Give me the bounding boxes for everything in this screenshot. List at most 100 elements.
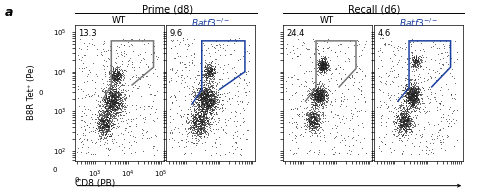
Point (413, 99, 420, 102)
Point (310, 122, 318, 125)
Point (289, 108, 297, 111)
Point (204, 88, 211, 91)
Point (110, 114, 118, 117)
Point (113, 101, 121, 104)
Point (228, 66, 235, 69)
Point (103, 122, 110, 125)
Point (196, 94, 204, 97)
Point (105, 106, 113, 109)
Point (107, 93, 115, 96)
Point (99, 112, 107, 115)
Point (308, 76, 315, 79)
Point (206, 108, 214, 111)
Point (398, 128, 406, 131)
Point (414, 61, 421, 64)
Point (314, 93, 322, 96)
Point (152, 55, 160, 58)
Point (308, 123, 315, 126)
Point (115, 103, 123, 107)
Point (397, 126, 405, 129)
Point (326, 103, 334, 106)
Point (212, 112, 220, 115)
Point (110, 78, 118, 81)
Point (202, 96, 210, 100)
Point (205, 70, 213, 73)
Point (410, 57, 418, 60)
Point (324, 87, 331, 90)
Point (205, 116, 213, 119)
Point (425, 97, 433, 101)
Point (403, 90, 410, 93)
Point (412, 58, 420, 61)
Point (405, 119, 412, 122)
Point (84, 79, 91, 82)
Point (205, 92, 213, 95)
Point (410, 90, 418, 93)
Point (213, 105, 220, 108)
Point (302, 124, 310, 127)
Point (348, 127, 356, 130)
Point (303, 121, 311, 124)
Point (189, 86, 197, 89)
Point (109, 101, 117, 104)
Point (206, 70, 214, 73)
Point (308, 122, 315, 125)
Point (409, 56, 417, 59)
Point (308, 94, 315, 97)
Point (104, 153, 112, 156)
Point (404, 58, 411, 62)
Point (103, 130, 110, 134)
Point (403, 119, 410, 122)
Point (405, 101, 412, 104)
Point (311, 114, 318, 117)
Point (314, 92, 322, 95)
Point (109, 98, 117, 101)
Point (321, 61, 328, 64)
Point (206, 90, 214, 93)
Point (207, 74, 215, 77)
Point (107, 109, 114, 112)
Point (313, 95, 321, 98)
Point (106, 115, 113, 119)
Point (409, 96, 417, 100)
Point (321, 66, 329, 69)
Point (199, 120, 207, 123)
Point (430, 97, 437, 100)
Point (212, 40, 219, 43)
Point (408, 93, 416, 96)
Point (310, 95, 318, 98)
Point (309, 122, 317, 125)
Point (102, 125, 109, 128)
Point (405, 78, 412, 81)
Point (321, 63, 328, 66)
Point (103, 98, 110, 101)
Point (118, 71, 125, 74)
Point (311, 87, 319, 90)
Point (345, 153, 353, 156)
Point (116, 77, 124, 80)
Point (408, 88, 415, 91)
Point (404, 68, 411, 71)
Point (204, 120, 212, 123)
Point (210, 99, 217, 102)
Point (397, 107, 405, 110)
Point (108, 94, 116, 97)
Point (421, 140, 429, 143)
Point (409, 63, 417, 66)
Point (105, 125, 112, 128)
Point (432, 69, 440, 72)
Point (104, 118, 112, 121)
Point (198, 121, 205, 124)
Point (312, 72, 320, 75)
Point (386, 151, 394, 154)
Point (109, 78, 117, 81)
Point (204, 69, 212, 72)
Point (396, 125, 404, 128)
Point (105, 98, 113, 101)
Point (403, 99, 411, 102)
Point (199, 101, 206, 104)
Point (205, 71, 213, 74)
Point (109, 105, 117, 108)
Point (207, 92, 215, 95)
Point (96, 119, 104, 122)
